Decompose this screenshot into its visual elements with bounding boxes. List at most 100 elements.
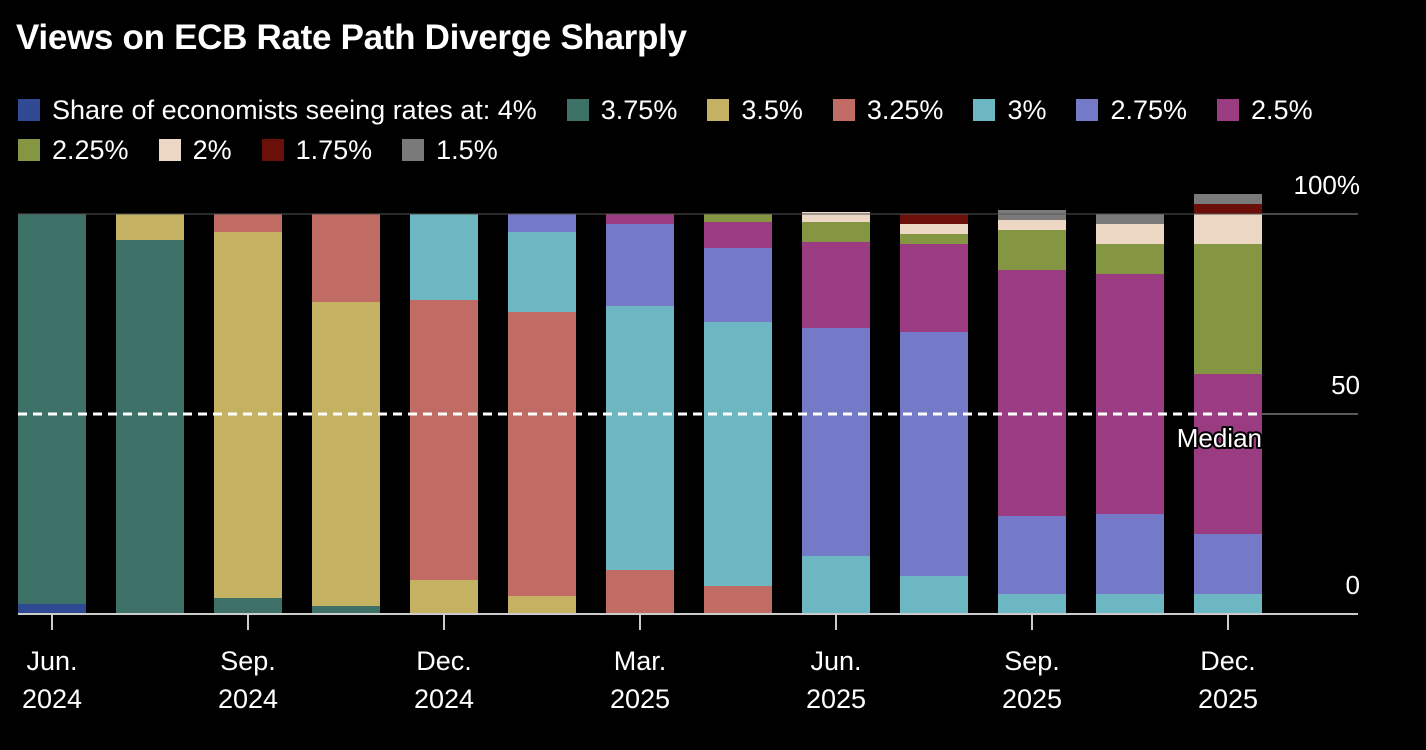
legend-swatch xyxy=(707,99,730,121)
legend-swatch xyxy=(402,139,425,161)
legend-swatch xyxy=(566,99,589,121)
legend-label: 2.5% xyxy=(1251,95,1313,125)
legend-swatch xyxy=(1076,99,1099,121)
bar-segment xyxy=(1194,204,1262,214)
x-tick-label-month: Dec. xyxy=(416,646,472,676)
legend-label: 3.75% xyxy=(600,95,678,125)
x-tick-label-month: Sep. xyxy=(220,646,276,676)
bar-segment xyxy=(802,556,870,614)
legend-label: 3% xyxy=(1007,95,1047,125)
legend: Share of economists seeing rates at: 4% 3… xyxy=(18,90,1418,170)
legend-item: 3% xyxy=(973,90,1046,130)
bar-segment xyxy=(802,328,870,556)
legend-swatch xyxy=(1217,99,1240,121)
bar-segment xyxy=(116,240,184,614)
legend-item: 2.25% xyxy=(18,130,129,170)
legend-label: 2% xyxy=(192,135,232,165)
bar-segment xyxy=(998,594,1066,614)
bar-segment xyxy=(1194,534,1262,594)
bar-segment xyxy=(1096,224,1164,244)
y-tick-label: 100% xyxy=(1294,170,1361,200)
legend-label: 2.25% xyxy=(52,135,129,165)
bar-segment xyxy=(1194,594,1262,614)
legend-label: 1.5% xyxy=(436,135,498,165)
legend-item: 2.5% xyxy=(1217,90,1313,130)
bar-segment xyxy=(410,214,478,300)
bar-segment xyxy=(900,214,968,224)
bar-segment xyxy=(998,516,1066,594)
bar-segment xyxy=(214,214,282,232)
x-tick-label-year: 2025 xyxy=(806,684,866,714)
bar-segment xyxy=(508,214,576,232)
legend-item: 3.75% xyxy=(566,90,678,130)
legend-item: 3.5% xyxy=(707,90,803,130)
bar-segment xyxy=(508,312,576,596)
bar-segment xyxy=(18,214,86,604)
x-tick-label-year: 2024 xyxy=(22,684,82,714)
legend-label: Share of economists seeing rates at: 4% xyxy=(52,95,537,125)
legend-swatch xyxy=(158,139,181,161)
bar-segment xyxy=(1096,274,1164,514)
x-tick-label-month: Jun. xyxy=(26,646,77,676)
legend-item: 1.5% xyxy=(402,130,498,170)
y-tick-label: 50 xyxy=(1331,370,1360,400)
legend-item: 1.75% xyxy=(261,130,373,170)
y-tick-label: 0 xyxy=(1346,570,1360,600)
legend-label: 3.25% xyxy=(866,95,944,125)
bar-segment xyxy=(1096,244,1164,274)
bar-segment xyxy=(312,302,380,606)
bar-segment xyxy=(998,270,1066,516)
x-tick-label-year: 2024 xyxy=(218,684,278,714)
bar-segment xyxy=(410,580,478,614)
bar-segment xyxy=(802,212,870,222)
x-tick-label-year: 2025 xyxy=(1002,684,1062,714)
bar-segment xyxy=(606,306,674,570)
bar-segment xyxy=(508,596,576,614)
bar-segment xyxy=(18,604,86,614)
legend-label: 2.75% xyxy=(1110,95,1188,125)
bar-segment xyxy=(900,234,968,244)
bar-segment xyxy=(410,300,478,580)
legend-item: 2% xyxy=(158,130,232,170)
legend-item: 3.25% xyxy=(832,90,944,130)
legend-item: Share of economists seeing rates at: 4% xyxy=(18,90,537,130)
bar-segment xyxy=(1096,594,1164,614)
bar-segment xyxy=(606,570,674,614)
legend-swatch xyxy=(18,99,40,121)
bar-segment xyxy=(802,242,870,328)
x-tick-label-year: 2025 xyxy=(1198,684,1258,714)
bar-segment xyxy=(508,232,576,312)
bar-segment xyxy=(312,606,380,614)
bar-segment xyxy=(606,214,674,224)
bar-segment xyxy=(704,214,772,222)
bar-segment xyxy=(704,322,772,586)
bar-segment xyxy=(704,222,772,248)
x-tick-label-month: Mar. xyxy=(614,646,667,676)
bar-segment xyxy=(998,210,1066,220)
median-label: Median xyxy=(1177,423,1262,453)
legend-swatch xyxy=(973,99,996,121)
bar-segment xyxy=(900,224,968,234)
bar-segment xyxy=(900,576,968,614)
bar-segment xyxy=(606,224,674,306)
bar-segment xyxy=(1096,214,1164,224)
bar-segment xyxy=(1194,374,1262,534)
legend-swatch xyxy=(832,99,855,121)
bar-segment xyxy=(312,214,380,302)
x-tick-label-month: Sep. xyxy=(1004,646,1060,676)
chart-title: Views on ECB Rate Path Diverge Sharply xyxy=(16,18,687,57)
bar-segment xyxy=(1194,214,1262,244)
bar-segment xyxy=(1194,194,1262,204)
bar-segment xyxy=(704,586,772,614)
x-tick-label-year: 2024 xyxy=(414,684,474,714)
bar-segment xyxy=(704,248,772,322)
x-tick-label-month: Dec. xyxy=(1200,646,1256,676)
bar-segment xyxy=(116,214,184,240)
bar-segment xyxy=(998,220,1066,230)
bar-segment xyxy=(900,244,968,332)
bar-segment xyxy=(900,332,968,576)
bar-segment xyxy=(998,230,1066,270)
legend-swatch xyxy=(18,139,40,161)
legend-label: 1.75% xyxy=(295,135,373,165)
